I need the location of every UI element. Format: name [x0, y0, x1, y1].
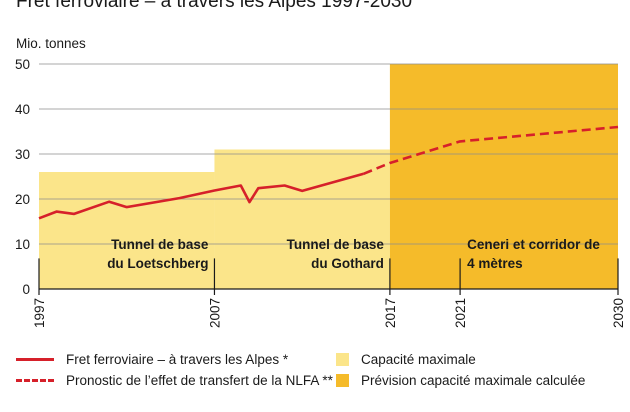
x-tick-label-2007: 2007 — [207, 298, 222, 328]
series-line-forecast — [363, 125, 619, 176]
legend-label-capacity-forecast: Prévision capacité maximale calculée — [361, 373, 586, 388]
annotation-2-line-2: du Gothard — [311, 256, 384, 271]
y-axis-label: Mio. tonnes — [16, 36, 86, 51]
legend-item-actual: Fret ferroviaire – à travers les Alpes * — [16, 352, 288, 367]
y-tick-label-40: 40 — [15, 102, 30, 117]
y-tick-label-0: 0 — [22, 282, 30, 297]
legend-line-solid — [16, 358, 54, 361]
annotation-2-line-1: Tunnel de base — [287, 237, 385, 252]
legend-item-capacity: Capacité maximale — [336, 352, 476, 367]
legend-line-dashed — [16, 379, 54, 382]
annotation-1-line-1: Tunnel de base — [111, 237, 209, 252]
x-tick-label-2030: 2030 — [611, 298, 626, 328]
legend-label-forecast: Pronostic de l’effet de transfert de la … — [66, 373, 333, 388]
x-tick-label-2021: 2021 — [453, 298, 468, 328]
capacity-band-1 — [39, 172, 215, 289]
legend-label-actual: Fret ferroviaire – à travers les Alpes * — [66, 352, 289, 367]
chart-title: Fret ferroviaire – à travers les Alpes 1… — [16, 0, 413, 12]
capacity-band-3 — [389, 64, 618, 289]
annotation-3-line-2: 4 mètres — [467, 256, 523, 271]
y-tick-label-50: 50 — [15, 57, 30, 72]
capacity-band-2 — [214, 149, 390, 289]
y-tick-label-20: 20 — [15, 192, 30, 207]
y-tick-label-10: 10 — [15, 237, 30, 252]
legend-label-capacity: Capacité maximale — [361, 352, 476, 367]
x-tick-label-2017: 2017 — [383, 298, 398, 328]
series-line-actual — [38, 172, 364, 220]
legend-swatch-capacity-forecast — [336, 374, 349, 387]
legend-item-capacity-forecast: Prévision capacité maximale calculée — [336, 373, 585, 388]
legend-item-forecast: Pronostic de l’effet de transfert de la … — [16, 373, 333, 388]
legend-swatch-capacity — [336, 353, 349, 366]
annotation-3-line-1: Ceneri et corridor de — [467, 237, 600, 252]
annotation-1-line-2: du Loetschberg — [107, 256, 208, 271]
y-tick-label-30: 30 — [15, 147, 30, 162]
x-tick-label-1997: 1997 — [32, 298, 47, 328]
